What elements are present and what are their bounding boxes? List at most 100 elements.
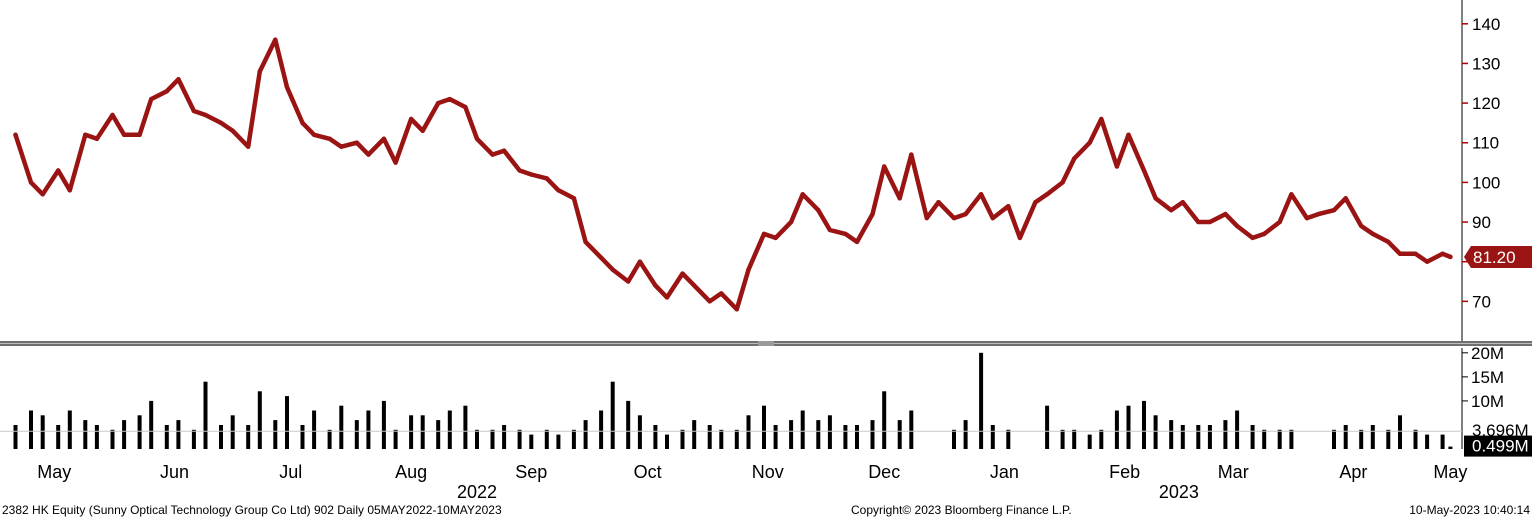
- volume-bar: [1153, 415, 1158, 449]
- price-point: [517, 168, 522, 173]
- volume-bar: [149, 400, 154, 449]
- volume-bar: [1180, 425, 1185, 449]
- volume-bar: [409, 415, 414, 449]
- volume-bar: [420, 415, 425, 449]
- volume-bar: [843, 425, 848, 449]
- month-label: Aug: [395, 462, 427, 482]
- price-point: [664, 295, 670, 300]
- volume-bar: [610, 381, 615, 449]
- volume-bar: [1425, 434, 1430, 449]
- price-point: [1072, 156, 1077, 161]
- price-point: [149, 96, 154, 102]
- price-point: [176, 77, 181, 82]
- volume-bar: [1142, 400, 1146, 449]
- price-point: [463, 104, 468, 110]
- volume-bar: [273, 420, 278, 449]
- price-point: [583, 239, 588, 245]
- volume-bar: [1370, 425, 1375, 449]
- month-label: Jun: [160, 462, 189, 482]
- volume-tick-label: 15M: [1471, 368, 1504, 387]
- volume-bar: [191, 429, 196, 449]
- volume-bar: [246, 425, 251, 449]
- year-label: 2022: [457, 482, 497, 502]
- price-point: [800, 192, 805, 197]
- price-point: [598, 255, 604, 260]
- volume-bar: [897, 420, 902, 449]
- volume-bar: [1072, 429, 1077, 449]
- price-point: [854, 239, 860, 245]
- volume-bar: [40, 415, 45, 449]
- footer-security-description: 2382 HK Equity (Sunny Optical Technology…: [2, 503, 502, 517]
- footer-copyright: Copyright© 2023 Bloomberg Finance L.P.: [851, 503, 1072, 517]
- price-point: [1359, 223, 1364, 229]
- price-point: [1060, 180, 1065, 185]
- volume-bar: [544, 429, 549, 449]
- price-panel: 70 90 100 110 120 130 140 81.20: [13, 0, 1532, 341]
- price-point: [137, 132, 142, 137]
- volume-bar: [963, 420, 968, 449]
- month-label: Jul: [279, 462, 302, 482]
- volume-bar: [773, 425, 778, 449]
- price-point: [501, 148, 507, 153]
- price-tick-label: 120: [1472, 94, 1500, 113]
- price-point: [897, 196, 902, 201]
- price-point: [121, 132, 127, 137]
- volume-bar: [626, 400, 631, 449]
- volume-bar: [517, 429, 522, 449]
- price-point: [1087, 140, 1092, 145]
- price-point: [257, 69, 262, 74]
- price-point: [719, 291, 724, 296]
- price-last-value-tag: [1464, 245, 1532, 268]
- price-point: [1196, 219, 1201, 225]
- price-point: [354, 140, 359, 145]
- price-last-value-label: 81.20: [1473, 248, 1516, 267]
- volume-bar: [1262, 429, 1267, 449]
- price-point: [339, 144, 344, 149]
- volume-bar: [176, 420, 181, 449]
- volume-bar: [257, 391, 262, 449]
- volume-bar: [1413, 429, 1418, 449]
- price-point: [1289, 192, 1294, 197]
- price-point: [544, 176, 549, 181]
- volume-bar: [1196, 425, 1201, 449]
- volume-bar: [1114, 410, 1119, 449]
- price-point: [218, 120, 224, 126]
- volume-bar: [1343, 425, 1348, 449]
- volume-bar: [393, 429, 398, 449]
- price-point: [1234, 223, 1240, 229]
- price-point: [978, 192, 984, 197]
- price-point: [571, 196, 577, 201]
- price-point: [300, 120, 305, 126]
- volume-bar: [164, 425, 169, 449]
- volume-bar: [952, 429, 956, 449]
- price-point: [191, 108, 197, 114]
- volume-bar: [1099, 429, 1104, 449]
- price-point: [203, 112, 208, 118]
- volume-bar: [1386, 429, 1391, 449]
- volume-bar: [529, 434, 534, 449]
- price-point: [909, 152, 914, 157]
- price-tick-label: 110: [1472, 134, 1499, 153]
- volume-bar: [230, 415, 235, 449]
- price-point: [637, 259, 643, 264]
- price-point: [1331, 208, 1337, 213]
- price-point: [420, 128, 425, 133]
- volume-bar: [1332, 429, 1336, 449]
- volume-bar: [285, 396, 289, 449]
- price-point: [773, 235, 778, 241]
- volume-bar: [707, 425, 712, 449]
- price-point: [870, 211, 875, 217]
- volume-bar: [665, 434, 669, 449]
- volume-bar: [203, 381, 208, 449]
- price-point: [1343, 196, 1348, 201]
- volume-bar: [1126, 405, 1131, 449]
- price-point: [284, 85, 290, 90]
- price-point: [110, 112, 115, 118]
- price-point: [990, 215, 995, 221]
- volume-bar: [67, 410, 72, 449]
- price-point: [529, 172, 534, 177]
- month-label: Dec: [868, 462, 900, 482]
- volume-bar: [94, 425, 99, 449]
- price-series-line: [13, 37, 1453, 312]
